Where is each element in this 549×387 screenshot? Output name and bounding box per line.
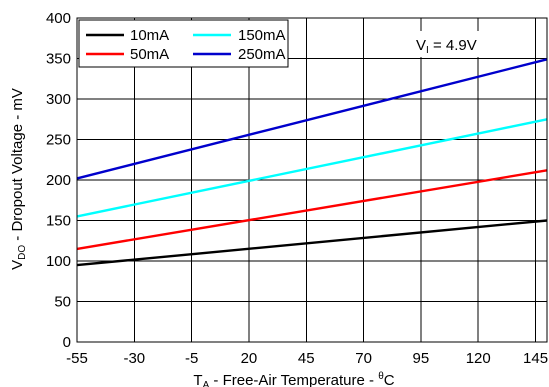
legend-label-10ma: 10mA <box>130 27 169 44</box>
x-tick-label: 20 <box>241 350 258 367</box>
y-tick-label: 100 <box>46 253 71 270</box>
x-axis-title-sup: θ <box>378 371 384 382</box>
y-tick-label: 300 <box>46 91 71 108</box>
x-tick-label: -30 <box>123 350 145 367</box>
x-axis-title-unit: C <box>384 372 395 387</box>
x-tick-label: -5 <box>185 350 198 367</box>
x-axis-title-main: T <box>193 372 202 387</box>
x-tick-label: 120 <box>466 350 491 367</box>
y-axis-title-sub: DO <box>17 245 28 260</box>
y-tick-label: 200 <box>46 172 71 189</box>
y-tick-label: 0 <box>63 334 71 351</box>
annotation-rest: = 4.9V <box>429 37 477 54</box>
series-line-50ma <box>76 169 548 251</box>
series-lines <box>76 58 548 267</box>
y-axis-title: VDO - Dropout Voltage - mV <box>9 88 28 270</box>
annotation-sub: I <box>426 45 429 56</box>
plot-frame <box>76 17 548 343</box>
x-tick-label: 45 <box>298 350 315 367</box>
annotation-text: VI = 4.9V <box>416 37 477 56</box>
input-voltage-annotation: VI = 4.9V <box>393 31 503 57</box>
legend-label-50ma: 50mA <box>130 46 169 63</box>
legend-box <box>78 19 289 68</box>
x-axis-title-rest: - Free-Air Temperature - <box>209 372 378 387</box>
y-tick-labels: 0 50 100 150 200 250 300 350 400 <box>46 10 71 351</box>
y-tick-label: 400 <box>46 10 71 27</box>
legend-label-150ma: 150mA <box>238 27 286 44</box>
y-axis-title-main: V <box>9 260 26 270</box>
series-line-10ma <box>76 219 548 267</box>
series-line-250ma <box>76 58 548 180</box>
x-axis-title-sub: A <box>203 380 210 387</box>
legend: 10mA 50mA 150mA 250mA <box>78 19 289 68</box>
x-tick-label: 95 <box>413 350 430 367</box>
series-line-150ma <box>76 118 548 218</box>
x-tick-label: -55 <box>66 350 88 367</box>
legend-label-250ma: 250mA <box>238 46 286 63</box>
y-tick-label: 150 <box>46 213 71 230</box>
x-tick-label: 145 <box>523 350 548 367</box>
x-tick-labels: -55 -30 -5 20 45 70 95 120 145 <box>66 350 548 367</box>
y-tick-label: 350 <box>46 51 71 68</box>
y-tick-label: 50 <box>54 294 71 311</box>
annotation-main: V <box>416 37 426 54</box>
y-axis-title-rest: - Dropout Voltage - mV <box>9 88 26 245</box>
x-tick-label: 70 <box>355 350 372 367</box>
x-axis-title: TA - Free-Air Temperature - θC <box>193 371 394 387</box>
y-tick-label: 250 <box>46 132 71 149</box>
